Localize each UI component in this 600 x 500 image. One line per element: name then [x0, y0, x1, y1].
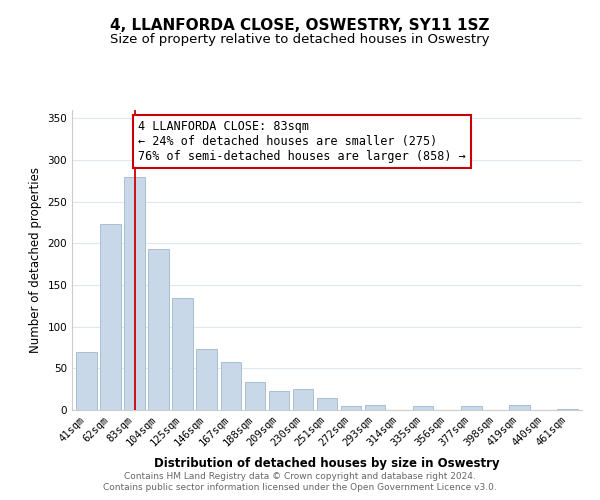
Bar [100, 224, 121, 410]
Bar [172, 298, 193, 410]
Bar [461, 406, 482, 410]
Text: 4, LLANFORDA CLOSE, OSWESTRY, SY11 1SZ: 4, LLANFORDA CLOSE, OSWESTRY, SY11 1SZ [110, 18, 490, 32]
Bar [245, 382, 265, 410]
X-axis label: Distribution of detached houses by size in Oswestry: Distribution of detached houses by size … [154, 457, 500, 470]
Bar [269, 391, 289, 410]
Bar [557, 409, 578, 410]
Bar [341, 406, 361, 410]
Bar [293, 389, 313, 410]
Bar [509, 405, 530, 410]
Text: 4 LLANFORDA CLOSE: 83sqm
← 24% of detached houses are smaller (275)
76% of semi-: 4 LLANFORDA CLOSE: 83sqm ← 24% of detach… [138, 120, 466, 163]
Bar [76, 352, 97, 410]
Bar [413, 406, 433, 410]
Bar [124, 176, 145, 410]
Y-axis label: Number of detached properties: Number of detached properties [29, 167, 42, 353]
Bar [317, 398, 337, 410]
Bar [221, 362, 241, 410]
Text: Size of property relative to detached houses in Oswestry: Size of property relative to detached ho… [110, 32, 490, 46]
Bar [148, 249, 169, 410]
Text: Contains public sector information licensed under the Open Government Licence v3: Contains public sector information licen… [103, 483, 497, 492]
Bar [196, 349, 217, 410]
Text: Contains HM Land Registry data © Crown copyright and database right 2024.: Contains HM Land Registry data © Crown c… [124, 472, 476, 481]
Bar [365, 405, 385, 410]
